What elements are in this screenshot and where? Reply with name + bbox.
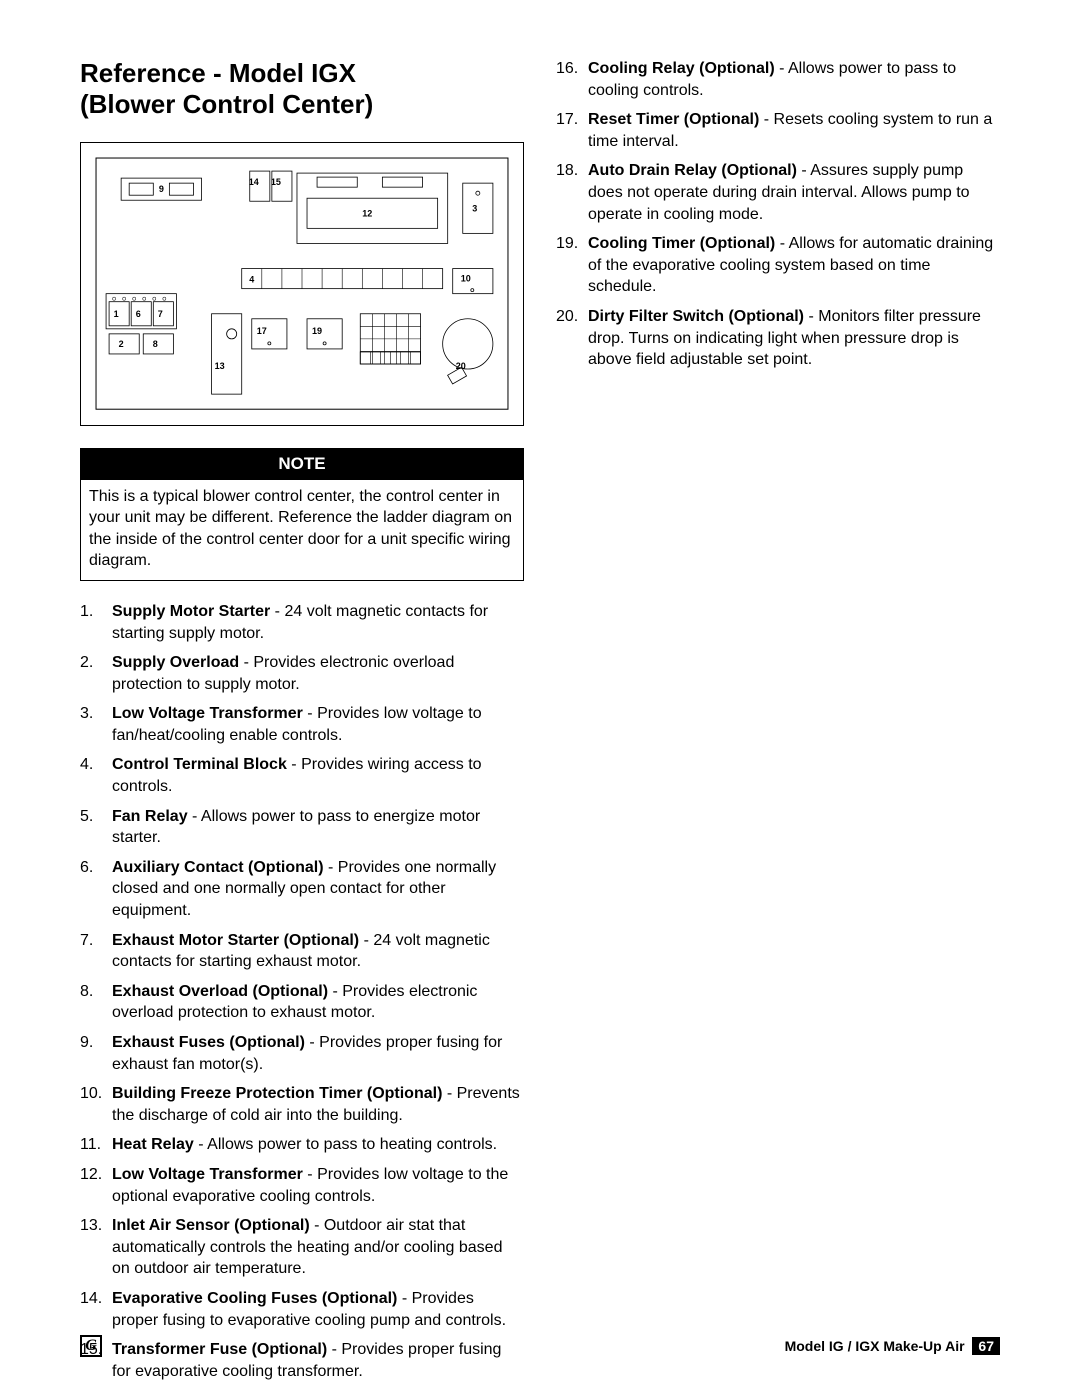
page-title: Reference - Model IGX (Blower Control Ce… bbox=[80, 58, 524, 120]
definition-item: Supply Motor Starter - 24 volt magnetic … bbox=[80, 601, 524, 644]
definition-term: Exhaust Fuses (Optional) bbox=[112, 1034, 305, 1051]
definitions-list-right: Cooling Relay (Optional) - Allows power … bbox=[556, 58, 1000, 371]
right-column: Cooling Relay (Optional) - Allows power … bbox=[556, 58, 1000, 1390]
note-body: This is a typical blower control center,… bbox=[81, 480, 523, 580]
definition-item: Exhaust Fuses (Optional) - Provides prop… bbox=[80, 1032, 524, 1075]
definition-item: Cooling Timer (Optional) - Allows for au… bbox=[556, 233, 1000, 298]
definition-term: Cooling Timer (Optional) bbox=[588, 235, 775, 252]
svg-text:14: 14 bbox=[249, 178, 259, 188]
svg-text:7: 7 bbox=[158, 309, 163, 319]
definition-term: Auto Drain Relay (Optional) bbox=[588, 162, 797, 179]
svg-text:8: 8 bbox=[153, 339, 158, 349]
definition-item: Exhaust Motor Starter (Optional) - 24 vo… bbox=[80, 930, 524, 973]
definition-term: Exhaust Overload (Optional) bbox=[112, 983, 328, 1000]
definition-term: Inlet Air Sensor (Optional) bbox=[112, 1217, 310, 1234]
svg-text:10: 10 bbox=[461, 274, 471, 284]
definition-item: Auxiliary Contact (Optional) - Provides … bbox=[80, 857, 524, 922]
footer-text: Model IG / IGX Make-Up Air 67 bbox=[785, 1337, 1000, 1355]
title-line-1: Reference - Model IGX bbox=[80, 58, 356, 88]
definition-term: Reset Timer (Optional) bbox=[588, 111, 759, 128]
control-center-diagram: 914151234101672813171920 bbox=[80, 142, 524, 425]
definition-term: Control Terminal Block bbox=[112, 756, 287, 773]
footer-model: Model IG / IGX Make-Up Air bbox=[785, 1338, 965, 1354]
svg-text:6: 6 bbox=[136, 309, 141, 319]
definition-term: Building Freeze Protection Timer (Option… bbox=[112, 1085, 442, 1102]
definition-item: Fan Relay - Allows power to pass to ener… bbox=[80, 806, 524, 849]
svg-text:2: 2 bbox=[119, 339, 124, 349]
definition-item: Heat Relay - Allows power to pass to hea… bbox=[80, 1134, 524, 1156]
left-column: Reference - Model IGX (Blower Control Ce… bbox=[80, 58, 524, 1390]
definition-term: Evaporative Cooling Fuses (Optional) bbox=[112, 1290, 397, 1307]
definition-term: Dirty Filter Switch (Optional) bbox=[588, 308, 804, 325]
definition-item: Dirty Filter Switch (Optional) - Monitor… bbox=[556, 306, 1000, 371]
title-line-2: (Blower Control Center) bbox=[80, 89, 373, 119]
definition-item: Supply Overload - Provides electronic ov… bbox=[80, 652, 524, 695]
page-number: 67 bbox=[972, 1337, 1000, 1355]
definition-term: Heat Relay bbox=[112, 1136, 194, 1153]
definition-item: Low Voltage Transformer - Provides low v… bbox=[80, 703, 524, 746]
definition-term: Low Voltage Transformer bbox=[112, 1166, 303, 1183]
svg-text:15: 15 bbox=[271, 178, 281, 188]
definition-item: Reset Timer (Optional) - Resets cooling … bbox=[556, 109, 1000, 152]
definition-item: Exhaust Overload (Optional) - Provides e… bbox=[80, 981, 524, 1024]
definition-item: Building Freeze Protection Timer (Option… bbox=[80, 1083, 524, 1126]
definition-term: Supply Motor Starter bbox=[112, 603, 270, 620]
svg-text:12: 12 bbox=[362, 209, 372, 219]
svg-text:19: 19 bbox=[312, 326, 322, 336]
definition-item: Cooling Relay (Optional) - Allows power … bbox=[556, 58, 1000, 101]
definition-term: Low Voltage Transformer bbox=[112, 705, 303, 722]
definition-item: Evaporative Cooling Fuses (Optional) - P… bbox=[80, 1288, 524, 1331]
svg-text:3: 3 bbox=[472, 204, 477, 214]
definition-item: Control Terminal Block - Provides wiring… bbox=[80, 754, 524, 797]
definition-item: Low Voltage Transformer - Provides low v… bbox=[80, 1164, 524, 1207]
definition-desc: - Allows power to pass to heating contro… bbox=[194, 1136, 497, 1153]
svg-text:17: 17 bbox=[257, 326, 267, 336]
svg-text:13: 13 bbox=[215, 361, 225, 371]
definition-item: Auto Drain Relay (Optional) - Assures su… bbox=[556, 160, 1000, 225]
svg-text:4: 4 bbox=[249, 275, 254, 285]
note-box: NOTE This is a typical blower control ce… bbox=[80, 448, 524, 581]
svg-text:9: 9 bbox=[159, 185, 164, 195]
brand-logo-icon: G bbox=[80, 1335, 102, 1357]
definition-term: Auxiliary Contact (Optional) bbox=[112, 859, 324, 876]
definition-term: Exhaust Motor Starter (Optional) bbox=[112, 932, 359, 949]
page-footer: G Model IG / IGX Make-Up Air 67 bbox=[80, 1335, 1000, 1357]
definition-term: Cooling Relay (Optional) bbox=[588, 60, 775, 77]
svg-text:1: 1 bbox=[114, 309, 119, 319]
definition-term: Supply Overload bbox=[112, 654, 239, 671]
note-header: NOTE bbox=[81, 449, 523, 480]
definition-term: Fan Relay bbox=[112, 808, 188, 825]
definitions-list-left: Supply Motor Starter - 24 volt magnetic … bbox=[80, 601, 524, 1382]
definition-item: Inlet Air Sensor (Optional) - Outdoor ai… bbox=[80, 1215, 524, 1280]
